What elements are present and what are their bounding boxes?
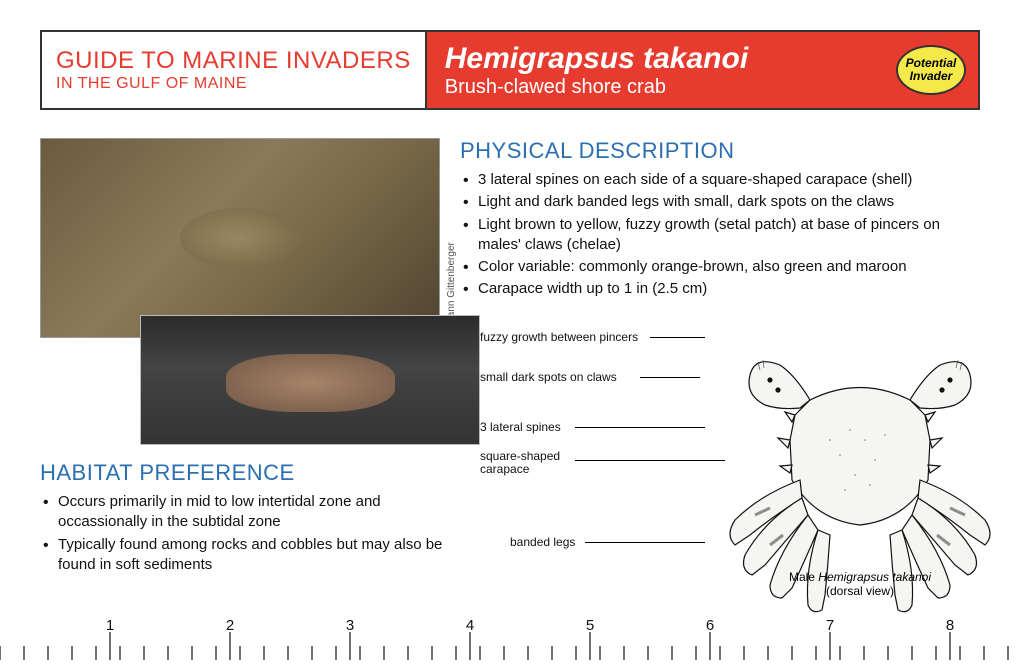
ruler-number: 4 [466, 617, 474, 634]
callout-spines: 3 lateral spines [480, 420, 561, 434]
ruler-number: 6 [706, 617, 714, 634]
habitat-bullet: Occurs primarily in mid to low intertida… [40, 492, 460, 533]
content-area: Adriann Gittenberger PHYSICAL DESCRIPTIO… [40, 120, 980, 620]
phys-bullet: Light brown to yellow, fuzzy growth (set… [460, 215, 980, 256]
habitat-list: Occurs primarily in mid to low intertida… [40, 492, 460, 575]
header-right: Hemigrapsus takanoi Brush-clawed shore c… [427, 32, 978, 108]
ruler-number: 3 [346, 617, 354, 634]
habitat-section: HABITAT PREFERENCE Occurs primarily in m… [40, 460, 460, 577]
ruler: 1 2 3 4 5 6 7 8 [0, 620, 1020, 660]
callout-fuzzy: fuzzy growth between pincers [480, 330, 638, 344]
diagram-caption: Male Hemigrapsus takanoi (dorsal view) [750, 570, 970, 598]
physical-description-section: PHYSICAL DESCRIPTION 3 lateral spines on… [460, 138, 980, 302]
phys-bullet: Carapace width up to 1 in (2.5 cm) [460, 279, 980, 299]
habitat-bullet: Typically found among rocks and cobbles … [40, 535, 460, 576]
ruler-number: 8 [946, 617, 954, 634]
ruler-number: 1 [106, 617, 114, 634]
phys-bullet: Light and dark banded legs with small, d… [460, 192, 980, 212]
specimen-photo-bottom [140, 315, 480, 445]
physical-description-list: 3 lateral spines on each side of a squar… [460, 170, 980, 300]
ruler-number: 5 [586, 617, 594, 634]
header-left: GUIDE TO MARINE INVADERS IN THE GULF OF … [42, 32, 427, 108]
callout-spots: small dark spots on claws [480, 370, 617, 384]
callout-legs: banded legs [510, 535, 575, 549]
phys-bullet: 3 lateral spines on each side of a squar… [460, 170, 980, 190]
specimen-photo-top [40, 138, 440, 338]
callout-carapace: square-shapedcarapace [480, 450, 560, 476]
diagram-area: fuzzy growth between pincers small dark … [480, 320, 1020, 630]
badge-line2: Invader [910, 70, 953, 83]
common-name: Brush-clawed shore crab [445, 76, 960, 99]
scientific-name: Hemigrapsus takanoi [445, 42, 960, 76]
physical-description-title: PHYSICAL DESCRIPTION [460, 138, 980, 164]
guide-title-line1: GUIDE TO MARINE INVADERS [56, 47, 411, 75]
phys-bullet: Color variable: commonly orange-brown, a… [460, 257, 980, 277]
status-badge: Potential Invader [896, 45, 966, 95]
header-band: GUIDE TO MARINE INVADERS IN THE GULF OF … [40, 30, 980, 110]
ruler-number: 7 [826, 617, 834, 634]
ruler-number: 2 [226, 617, 234, 634]
guide-title-line2: IN THE GULF OF MAINE [56, 75, 411, 93]
habitat-title: HABITAT PREFERENCE [40, 460, 460, 486]
